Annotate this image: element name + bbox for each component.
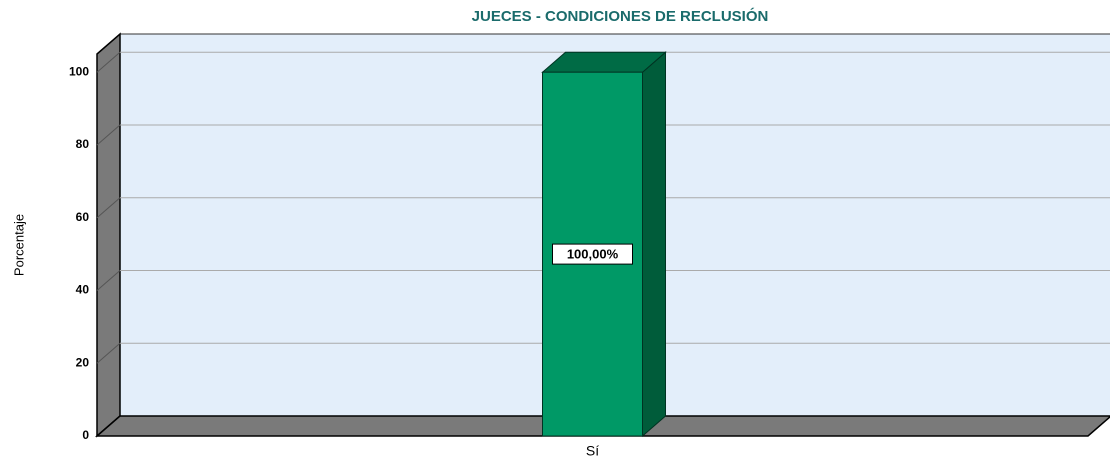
grid-line <box>96 342 121 364</box>
y-tick-label: 0 <box>82 428 89 442</box>
bar-side <box>642 51 666 438</box>
grid-line <box>96 270 121 291</box>
y-tick-label: 100 <box>69 64 89 78</box>
y-tick-label: 80 <box>76 137 90 151</box>
left-wall <box>96 32 121 438</box>
y-tick-label: 20 <box>76 355 90 369</box>
grid-line <box>96 51 121 73</box>
x-tick-label: Sí <box>586 443 599 459</box>
grid-line <box>96 124 121 146</box>
y-tick-label: 40 <box>76 283 90 297</box>
data-label: 100,00% <box>567 247 619 262</box>
y-tick-label: 60 <box>76 210 90 224</box>
grid-line <box>96 197 121 219</box>
chart-title: JUECES - CONDICIONES DE RECLUSIÓN <box>472 7 769 25</box>
y-axis-label: Porcentaje <box>11 214 26 276</box>
data-label-box <box>552 243 633 265</box>
